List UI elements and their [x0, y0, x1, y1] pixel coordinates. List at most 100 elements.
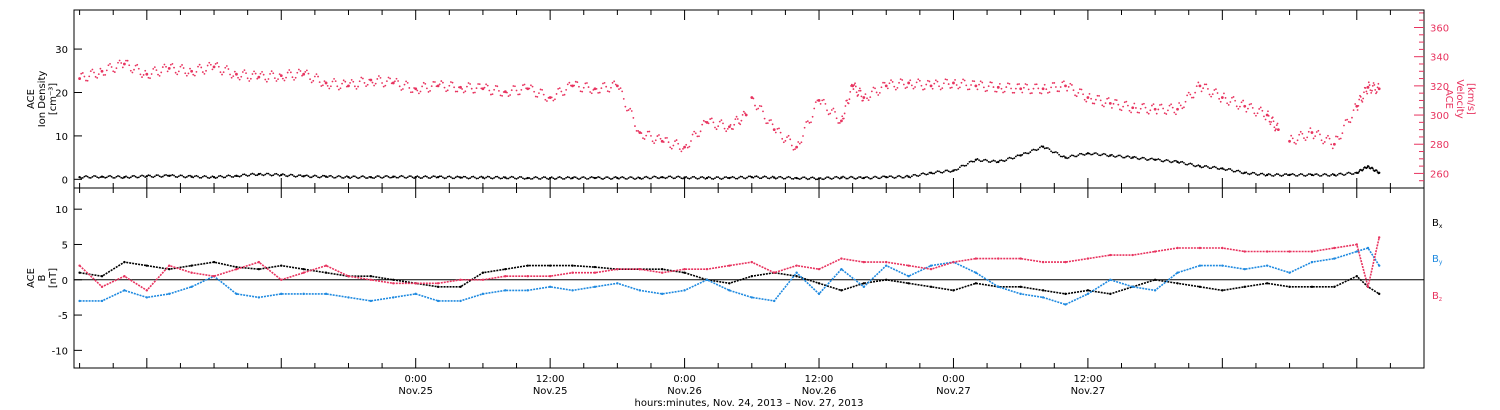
by-point — [660, 292, 664, 296]
velocity-point — [869, 96, 872, 99]
velocity-point — [1274, 129, 1277, 132]
density-point — [342, 177, 345, 179]
velocity-point — [957, 87, 960, 90]
velocity-point — [1022, 86, 1025, 89]
density-point — [110, 175, 113, 178]
velocity-point — [123, 62, 126, 66]
velocity-point — [80, 72, 83, 75]
velocity-point — [557, 87, 560, 90]
velocity-point — [1247, 107, 1249, 110]
density-point — [1215, 166, 1217, 169]
density-point — [770, 176, 772, 179]
velocity-point — [1011, 91, 1014, 94]
bottom-ytick-label-3: 5 — [62, 240, 68, 251]
bx-point — [481, 271, 485, 274]
density-point — [578, 178, 580, 180]
density-point — [243, 173, 246, 176]
density-point — [568, 176, 571, 179]
bz-point — [257, 260, 261, 264]
velocity-point — [339, 87, 342, 90]
velocity-point — [955, 84, 958, 86]
velocity-point — [1267, 114, 1270, 117]
velocity-point — [1197, 81, 1200, 84]
density-point — [360, 175, 363, 178]
velocity-point — [995, 90, 998, 93]
density-point — [165, 173, 167, 176]
velocity-point — [891, 81, 894, 83]
density-point — [277, 173, 279, 176]
density-point — [1258, 173, 1261, 176]
density-point — [538, 177, 540, 180]
velocity-point — [1037, 87, 1040, 90]
density-point — [626, 178, 628, 180]
density-point — [1183, 161, 1185, 164]
velocity-point — [544, 98, 547, 101]
density-point — [1181, 160, 1184, 163]
bz-point — [436, 282, 440, 285]
density-point — [598, 176, 601, 179]
velocity-point — [624, 105, 627, 108]
velocity-point — [654, 139, 657, 142]
density-point — [1349, 172, 1352, 175]
density-point — [717, 176, 720, 179]
density-point — [240, 174, 243, 177]
density-point — [933, 172, 936, 175]
density-point — [1288, 173, 1291, 177]
density-point — [1197, 164, 1200, 167]
density-point — [1043, 147, 1046, 150]
velocity-point — [712, 121, 715, 124]
by-point — [571, 289, 574, 292]
velocity-point — [171, 62, 174, 65]
density-point — [648, 177, 651, 180]
density-point — [128, 177, 131, 179]
top-y2tick-label-0: 260 — [1430, 169, 1449, 180]
density-point — [906, 174, 908, 177]
density-point — [894, 176, 897, 179]
velocity-point — [456, 90, 459, 93]
density-point — [907, 175, 910, 178]
velocity-point — [573, 84, 576, 87]
density-point — [550, 176, 553, 179]
velocity-point — [902, 83, 905, 86]
velocity-point — [1272, 120, 1275, 123]
velocity-point — [965, 84, 968, 87]
velocity-point — [1304, 139, 1307, 142]
density-point — [1283, 173, 1286, 176]
density-point — [1240, 172, 1243, 174]
density-point — [966, 162, 969, 165]
density-point — [459, 176, 462, 179]
density-point — [747, 175, 750, 178]
density-point — [738, 176, 740, 179]
velocity-point — [1014, 87, 1017, 90]
velocity-point — [1347, 120, 1350, 123]
velocity-point — [227, 68, 230, 70]
density-point — [1223, 168, 1225, 171]
density-point — [629, 176, 632, 178]
density-point — [582, 176, 585, 178]
density-point — [309, 176, 311, 179]
density-point — [286, 175, 289, 178]
bx-point — [145, 264, 149, 267]
top-ytick-label-2: 20 — [55, 88, 68, 99]
density-point — [283, 173, 286, 176]
bx-point — [280, 264, 283, 267]
velocity-point — [1108, 101, 1112, 105]
density-point — [1168, 160, 1171, 163]
by-point — [78, 299, 81, 303]
density-point — [901, 176, 904, 179]
velocity-point — [1139, 107, 1142, 110]
velocity-point — [926, 79, 929, 82]
velocity-point — [611, 81, 614, 84]
velocity-point — [1195, 85, 1198, 87]
bz-line — [79, 237, 1380, 292]
density-point — [1022, 152, 1025, 155]
velocity-point — [1143, 102, 1145, 105]
velocity-point — [1163, 112, 1166, 115]
velocity-point — [734, 118, 737, 121]
density-point — [1317, 174, 1320, 176]
by-point — [1288, 271, 1291, 274]
density-point — [680, 177, 683, 180]
velocity-point — [672, 144, 675, 147]
density-point — [1061, 155, 1064, 158]
velocity-point — [778, 127, 780, 130]
